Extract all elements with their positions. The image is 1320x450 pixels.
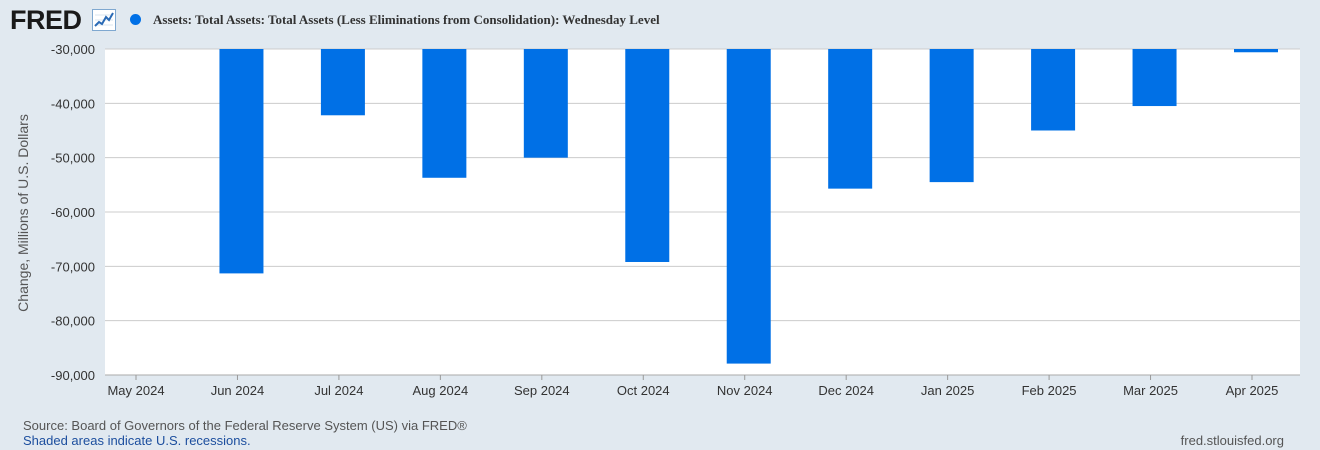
y-axis-label: Change, Millions of U.S. Dollars [15,114,31,312]
x-tick-label: May 2024 [107,383,164,398]
bar[interactable] [828,49,873,189]
x-tick-label: Mar 2025 [1123,383,1178,398]
fred-logo[interactable]: FRED [10,5,82,35]
gridlines [105,48,1300,376]
bar[interactable] [929,49,974,183]
bar[interactable] [1234,49,1278,53]
bars [219,49,1278,364]
bar[interactable] [1031,49,1076,131]
x-tick-label: Oct 2024 [617,383,670,398]
legend-marker [130,14,141,25]
x-tick-label: Sep 2024 [514,383,570,398]
y-tick-label: -30,000 [51,42,95,57]
y-tick-label: -40,000 [51,96,95,111]
bar[interactable] [523,49,568,158]
chart-header: FRED Assets: Total Assets: Total Assets … [0,0,1320,44]
x-tick-label: Dec 2024 [818,383,874,398]
y-tick-label: -70,000 [51,259,95,274]
site-url[interactable]: fred.stlouisfed.org [1180,433,1284,448]
x-tick-label: Jan 2025 [921,383,975,398]
bar[interactable] [625,49,670,262]
x-axis-ticks: May 2024 Jun 2024 Jul 2024 Aug 2024 Sep 2024… [107,375,1278,398]
y-tick-label: -90,000 [51,368,95,383]
x-tick-label: Apr 2025 [1226,383,1279,398]
bar[interactable] [320,49,365,116]
bar[interactable] [1132,49,1177,107]
bar-chart: -30,000 -40,000 -50,000 -60,000 -70,000 -80,0… [15,42,1300,398]
x-tick-label: Nov 2024 [717,383,773,398]
legend-series-title[interactable]: Assets: Total Assets: Total Assets (Less… [153,12,660,27]
line-graph-icon [92,9,116,31]
y-tick-label: -50,000 [51,151,95,166]
y-axis-ticks: -30,000 -40,000 -50,000 -60,000 -70,000 -80,0… [51,42,95,383]
y-tick-label: -80,000 [51,314,95,329]
y-tick-label: -60,000 [51,205,95,220]
bar[interactable] [422,49,467,178]
bar[interactable] [219,49,264,274]
x-tick-label: Feb 2025 [1022,383,1077,398]
footer-source: Source: Board of Governors of the Federa… [23,418,467,433]
x-tick-label: Jul 2024 [314,383,363,398]
bar[interactable] [726,49,771,364]
recession-note[interactable]: Shaded areas indicate U.S. recessions. [23,433,251,448]
x-tick-label: Aug 2024 [413,383,469,398]
x-tick-label: Jun 2024 [211,383,265,398]
